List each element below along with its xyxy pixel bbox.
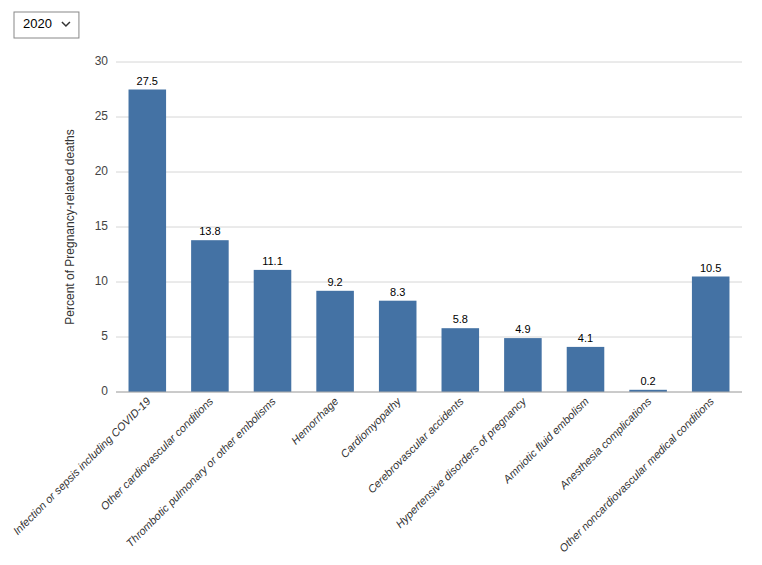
x-tick-label: Other cardiovascular conditions xyxy=(98,395,216,513)
data-label: 10.5 xyxy=(700,262,721,274)
x-tick-label: Hypertensive disorders of pregnancy xyxy=(393,394,529,530)
grid-line xyxy=(116,172,742,173)
bar xyxy=(129,90,167,393)
bar xyxy=(692,277,730,393)
y-tick-label: 20 xyxy=(95,164,109,178)
year-selector-label: 2020 xyxy=(23,16,52,31)
data-label: 11.1 xyxy=(262,255,283,267)
data-label: 9.2 xyxy=(327,276,342,288)
year-selector-chevron xyxy=(62,22,70,26)
x-tick-label: Other noncardiovascular medical conditio… xyxy=(557,395,717,555)
grid xyxy=(116,62,742,392)
x-tick-label: Thrombotic pulmonary or other embolisms xyxy=(124,395,279,550)
data-label: 4.9 xyxy=(515,323,530,335)
bar xyxy=(442,328,480,392)
bar xyxy=(567,347,605,392)
grid-line xyxy=(116,392,742,393)
y-tick-label: 25 xyxy=(95,109,109,123)
y-tick-label: 5 xyxy=(101,329,108,343)
data-label: 8.3 xyxy=(390,286,405,298)
data-label: 13.8 xyxy=(199,225,220,237)
data-label: 5.8 xyxy=(453,313,468,325)
x-tick-label: Infection or sepsis including COVID-19 xyxy=(11,395,153,537)
year-selector-box xyxy=(14,12,79,38)
chart-svg: 0 5 10 15 20 25 30 Percent of Pregnancy-related… xyxy=(0,0,762,565)
bar xyxy=(254,270,292,392)
bar xyxy=(191,240,229,392)
data-label: 0.2 xyxy=(640,375,655,387)
chart-container: 0 5 10 15 20 25 30 Percent of Pregnancy-related… xyxy=(0,0,762,565)
data-labels: 27.5 13.8 11.1 9.2 8.3 5.8 4.9 4.1 0.2 10.5 xyxy=(137,75,722,387)
x-axis: Infection or sepsis including COVID-19Ot… xyxy=(11,394,717,554)
grid-line xyxy=(116,62,742,63)
data-label: 27.5 xyxy=(137,75,158,87)
grid-line xyxy=(116,117,742,118)
y-axis-label: Percent of Pregnancy-related deaths xyxy=(63,129,77,324)
y-tick-label: 15 xyxy=(95,219,109,233)
bar xyxy=(379,301,417,392)
year-selector: 2020 xyxy=(14,12,79,38)
bar xyxy=(316,291,354,392)
y-axis: 0 5 10 15 20 25 30 xyxy=(95,54,109,398)
bars xyxy=(129,90,730,393)
y-tick-label: 10 xyxy=(95,274,109,288)
data-label: 4.1 xyxy=(578,332,593,344)
x-tick-label: Cardiomyopathy xyxy=(338,394,404,460)
y-tick-label: 0 xyxy=(101,384,108,398)
x-axis-line xyxy=(116,392,742,393)
y-tick-label: 30 xyxy=(95,54,109,68)
x-tick-label: Hemorrhage xyxy=(289,395,341,447)
bar xyxy=(504,338,542,392)
